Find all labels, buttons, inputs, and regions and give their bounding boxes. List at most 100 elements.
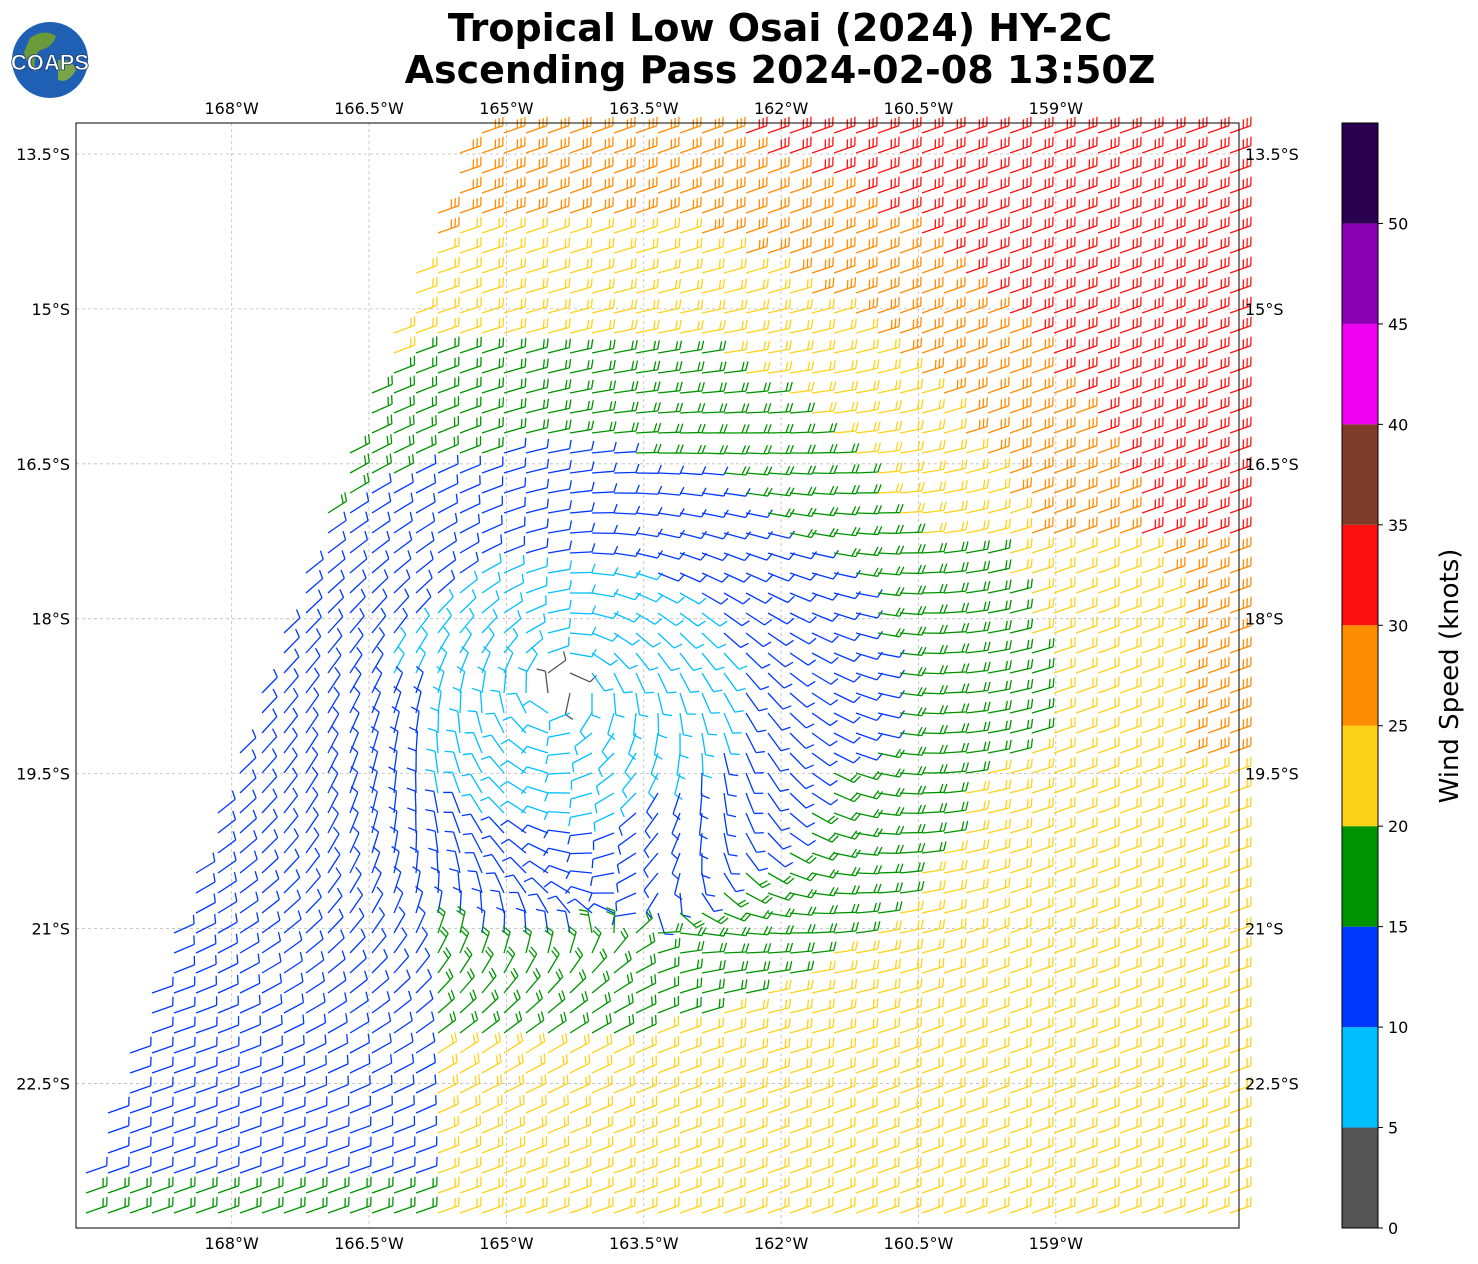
barb-shaft [1119, 445, 1141, 454]
barb-shaft [723, 205, 745, 214]
wind-barb [701, 217, 725, 234]
barb-shaft [1097, 325, 1119, 334]
wind-barb [415, 531, 435, 554]
wind-barb [833, 256, 856, 274]
wind-barb [349, 511, 369, 534]
barb-flag [960, 460, 964, 470]
barb-flag [942, 357, 945, 367]
barb-shaft [1207, 265, 1229, 274]
wind-barb [1031, 597, 1055, 614]
barb-shaft [481, 245, 504, 254]
wind-barb [811, 136, 834, 154]
barb-shaft [459, 245, 482, 254]
barb-shaft [1119, 285, 1141, 294]
wind-barb [833, 156, 856, 174]
wind-barb [1053, 636, 1076, 654]
barb-flag [872, 360, 876, 370]
barb-flag [943, 460, 947, 470]
barb-flag [757, 729, 767, 733]
barb-flag [512, 627, 519, 637]
barb-shaft [503, 245, 526, 254]
wind-barb [1119, 496, 1142, 514]
barb-flag [784, 661, 794, 668]
barb-shaft [789, 125, 811, 134]
barb-flag [741, 382, 746, 392]
barb-flag [363, 455, 367, 465]
barb-shaft [1009, 125, 1031, 134]
barb-flag [1030, 578, 1033, 588]
wind-barb [1229, 336, 1252, 354]
wind-barb [1009, 256, 1032, 274]
barb-shaft [569, 408, 592, 414]
wind-barb [877, 296, 900, 314]
barb-shaft [1053, 385, 1075, 394]
barb-flag [982, 479, 986, 489]
wind-barb [371, 607, 387, 634]
barb-shaft [635, 512, 658, 516]
barb-shaft [811, 185, 833, 194]
barb-shaft [547, 528, 570, 534]
barb-shaft [1031, 345, 1053, 354]
barb-shaft [789, 245, 812, 254]
barb-shaft [1119, 205, 1141, 214]
barb-shaft [855, 612, 878, 619]
wind-barb [1009, 638, 1034, 654]
wind-barb [811, 592, 840, 601]
barb-shaft [1207, 165, 1229, 174]
barb-flag [895, 462, 900, 472]
barb-flag [873, 421, 877, 432]
barb-flag [564, 380, 568, 390]
wind-barb [767, 486, 795, 497]
wind-barb [1119, 556, 1142, 574]
wind-barb [415, 395, 438, 414]
barb-shaft [745, 411, 769, 414]
barb-flag [763, 445, 769, 454]
barb-shaft [877, 285, 899, 294]
wind-barb [393, 434, 415, 454]
wind-barb [1053, 676, 1076, 694]
barb-flag [722, 278, 726, 288]
wind-barb [855, 297, 879, 314]
barb-flag [568, 298, 571, 308]
barb-shaft [613, 692, 617, 715]
wind-barb [393, 531, 413, 554]
barb-flag [546, 338, 549, 348]
barb-flag [854, 297, 857, 307]
wind-barb [745, 572, 773, 583]
wind-barb [1097, 516, 1120, 534]
wind-barb [789, 156, 812, 174]
wind-barb [437, 296, 460, 314]
barb-flag [744, 237, 747, 247]
wind-barb [789, 551, 818, 560]
wind-barb [1009, 156, 1032, 174]
barb-shaft [943, 225, 965, 234]
barb-flag [740, 238, 743, 248]
barb-flag [831, 614, 839, 622]
barb-shaft [745, 390, 768, 394]
barb-flag [808, 637, 817, 645]
barb-flag [675, 423, 680, 433]
barb-shaft [679, 145, 701, 154]
wind-barb [591, 672, 614, 692]
barb-flag [608, 299, 612, 309]
barb-shaft [305, 597, 323, 614]
barb-shaft [789, 185, 811, 194]
wind-barb [635, 278, 660, 294]
barb-shaft [701, 348, 724, 354]
barb-shaft [1009, 586, 1032, 594]
barb-flag [1030, 618, 1034, 628]
barb-shaft [437, 265, 460, 274]
barb-shaft [437, 502, 458, 514]
wind-barb [1229, 316, 1252, 334]
barb-flag [1009, 680, 1012, 690]
barb-flag [517, 667, 527, 672]
barb-shaft [1229, 165, 1251, 174]
wind-barb [1119, 396, 1142, 414]
barb-shaft [393, 615, 408, 634]
barb-shaft [569, 205, 592, 214]
barb-shaft [745, 205, 767, 214]
wind-barb [1163, 476, 1186, 494]
wind-barb [767, 632, 794, 646]
wind-barb [1141, 116, 1164, 134]
wind-barb [1185, 676, 1208, 694]
